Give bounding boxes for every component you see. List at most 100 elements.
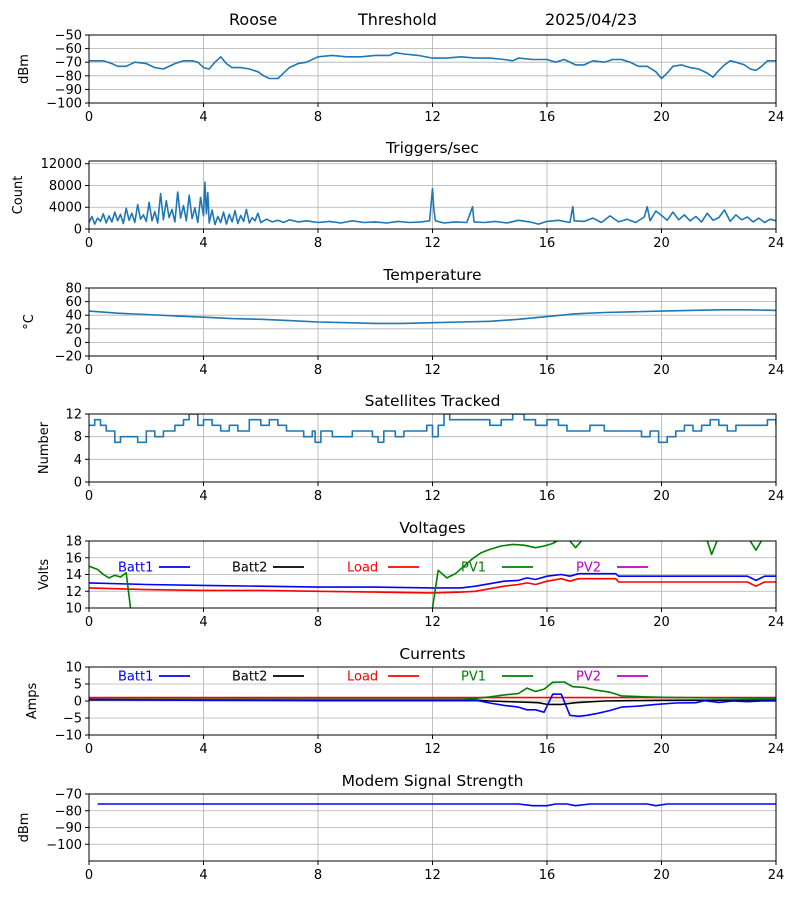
panel-4: 0 4 8 12 16 20 24 0 4 8 12 Satellites Tracked Number bbox=[37, 392, 784, 504]
y-tick-label: −100 bbox=[46, 838, 82, 853]
y-axis-label: dBm bbox=[17, 813, 32, 843]
y-tick-label: 10 bbox=[65, 602, 82, 617]
y-tick-label: 20 bbox=[65, 322, 82, 337]
y-tick-label: 0 bbox=[74, 223, 82, 238]
series-line-pv1 bbox=[89, 565, 132, 608]
x-tick-label: 16 bbox=[539, 615, 556, 630]
x-tick-label: 12 bbox=[424, 236, 441, 251]
y-axis-label: °C bbox=[22, 314, 37, 330]
x-tick-label: 8 bbox=[314, 363, 322, 378]
x-tick-label: 24 bbox=[768, 236, 785, 251]
legend-label: Batt1 bbox=[118, 561, 153, 576]
x-tick-label: 20 bbox=[653, 489, 670, 504]
y-tick-label: 18 bbox=[65, 535, 82, 550]
x-tick-label: 12 bbox=[424, 110, 441, 125]
series-line bbox=[89, 51, 776, 80]
y-tick-label: −100 bbox=[46, 97, 82, 112]
x-tick-label: 20 bbox=[653, 868, 670, 883]
x-tick-label: 0 bbox=[85, 868, 93, 883]
y-tick-label: −5 bbox=[63, 712, 82, 727]
series-line-pv1 bbox=[706, 541, 718, 556]
y-tick-label: 10 bbox=[65, 661, 82, 676]
y-tick-label: 4000 bbox=[49, 201, 82, 216]
panel-title: Currents bbox=[399, 645, 465, 663]
legend-label: PV1 bbox=[461, 561, 486, 576]
y-tick-label: 16 bbox=[65, 551, 82, 566]
x-tick-label: 8 bbox=[314, 868, 322, 883]
x-tick-label: 4 bbox=[199, 489, 207, 504]
x-tick-label: 12 bbox=[424, 489, 441, 504]
y-tick-label: −90 bbox=[55, 821, 82, 836]
legend-label: Load bbox=[347, 670, 378, 685]
mode-label: Threshold bbox=[358, 10, 437, 29]
x-tick-label: 20 bbox=[653, 110, 670, 125]
y-tick-label: 80 bbox=[65, 282, 82, 297]
y-tick-label: 0 bbox=[74, 476, 82, 491]
x-tick-label: 24 bbox=[768, 110, 785, 125]
series-line-batt1 bbox=[89, 693, 776, 718]
x-tick-label: 0 bbox=[85, 110, 93, 125]
x-tick-label: 4 bbox=[199, 615, 207, 630]
panel-1: 0 4 8 12 16 20 24 −100−90−80−70−60−50 dBm bbox=[17, 29, 784, 126]
y-tick-label: 12000 bbox=[41, 157, 82, 172]
x-tick-label: 16 bbox=[539, 742, 556, 757]
series-line-load bbox=[89, 577, 776, 594]
series-line-pv1 bbox=[749, 541, 763, 551]
x-tick-label: 12 bbox=[424, 615, 441, 630]
legend-label: PV2 bbox=[576, 561, 601, 576]
y-tick-label: −60 bbox=[55, 42, 82, 57]
x-tick-label: 4 bbox=[199, 742, 207, 757]
y-tick-label: −50 bbox=[55, 29, 82, 44]
y-axis-label: Number bbox=[37, 421, 52, 474]
y-tick-label: 0 bbox=[74, 695, 82, 710]
y-tick-label: −90 bbox=[55, 83, 82, 98]
legend-label: Batt2 bbox=[232, 670, 267, 685]
y-tick-label: −20 bbox=[55, 350, 82, 365]
x-tick-label: 24 bbox=[768, 742, 785, 757]
y-tick-label: −80 bbox=[55, 804, 82, 819]
legend-label: PV2 bbox=[576, 670, 601, 685]
x-tick-label: 24 bbox=[768, 868, 785, 883]
y-tick-label: −80 bbox=[55, 69, 82, 84]
x-tick-label: 0 bbox=[85, 236, 93, 251]
y-axis-label: Amps bbox=[25, 682, 40, 719]
panel-title: Modem Signal Strength bbox=[342, 772, 524, 790]
series-line-pv1 bbox=[89, 681, 776, 701]
x-tick-label: 8 bbox=[314, 236, 322, 251]
x-tick-label: 4 bbox=[199, 236, 207, 251]
series-line-pv1 bbox=[569, 541, 583, 549]
y-tick-label: 8000 bbox=[49, 179, 82, 194]
x-tick-label: 0 bbox=[85, 742, 93, 757]
legend-label: Load bbox=[347, 561, 378, 576]
x-tick-label: 12 bbox=[424, 363, 441, 378]
series-line bbox=[89, 181, 776, 226]
panel-title: Satellites Tracked bbox=[365, 392, 501, 410]
y-tick-label: 4 bbox=[74, 453, 82, 468]
panel-title: Triggers/sec bbox=[385, 139, 479, 157]
x-tick-label: 12 bbox=[424, 742, 441, 757]
x-tick-label: 24 bbox=[768, 615, 785, 630]
y-axis-label: Volts bbox=[37, 559, 52, 591]
x-tick-label: 8 bbox=[314, 110, 322, 125]
x-tick-label: 16 bbox=[539, 236, 556, 251]
legend-label: Batt1 bbox=[118, 670, 153, 685]
x-tick-label: 8 bbox=[314, 742, 322, 757]
panel-2: 0 4 8 12 16 20 24 0 4000 8000 12000 Triggers/sec Cou… bbox=[11, 139, 784, 251]
panel-7: 0 4 8 12 16 20 24 −100 −90 −80−70 Modem Signal Str… bbox=[17, 772, 784, 883]
series-line bbox=[89, 414, 776, 444]
y-tick-label: 12 bbox=[65, 585, 82, 600]
station-name: Roose bbox=[229, 10, 278, 29]
legend-label: Batt2 bbox=[232, 561, 267, 576]
y-tick-label: 12 bbox=[65, 408, 82, 423]
x-tick-label: 4 bbox=[199, 868, 207, 883]
x-tick-label: 20 bbox=[653, 615, 670, 630]
series-line bbox=[89, 309, 776, 325]
x-tick-label: 24 bbox=[768, 363, 785, 378]
y-tick-label: 0 bbox=[74, 336, 82, 351]
series-line-pv1 bbox=[431, 541, 559, 608]
y-tick-label: −70 bbox=[55, 788, 82, 803]
